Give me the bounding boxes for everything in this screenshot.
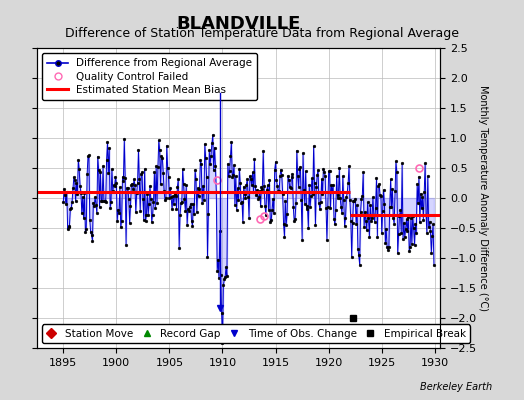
Text: Difference of Station Temperature Data from Regional Average: Difference of Station Temperature Data f… <box>65 28 459 40</box>
Y-axis label: Monthly Temperature Anomaly Difference (°C): Monthly Temperature Anomaly Difference (… <box>478 85 488 311</box>
Title: BLANDVILLE: BLANDVILLE <box>176 14 301 32</box>
Text: Berkeley Earth: Berkeley Earth <box>420 382 493 392</box>
Legend: Station Move, Record Gap, Time of Obs. Change, Empirical Break: Station Move, Record Gap, Time of Obs. C… <box>42 324 470 343</box>
